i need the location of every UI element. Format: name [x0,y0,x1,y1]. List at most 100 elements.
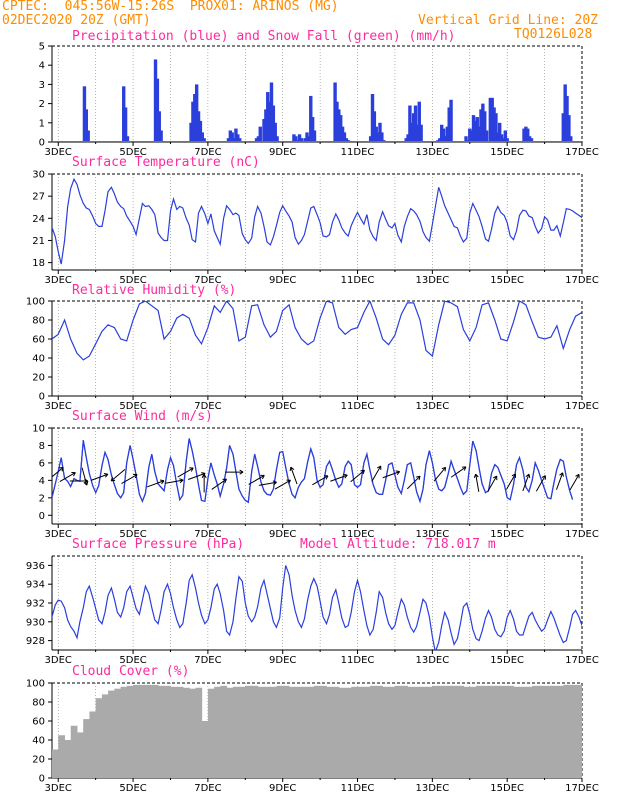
x-tick-label: 11DEC [341,401,375,412]
cloud-bar [550,685,558,778]
precip-bar [342,132,347,142]
wind-arrow-head [473,473,479,479]
cloud-bar [101,694,109,778]
wind-arrow [556,472,564,490]
precip-bar [380,132,384,142]
precip-bar [189,122,193,142]
cloud-bar [575,684,582,778]
wind-arrow-head [272,480,277,486]
cloud-bar [482,685,489,778]
cloud-bar [313,685,321,778]
x-tick-label: 15DEC [490,401,524,412]
wind-arrow-head [222,478,227,483]
x-tick-label: 17DEC [565,783,599,794]
precip-bar [527,136,532,142]
x-tick-label: 3DEC [45,655,72,666]
cloud-bar [232,686,240,778]
cloud-bar [288,686,296,778]
precip-bar [234,128,238,142]
precip-bar [340,126,345,142]
wind-arrow-head [260,474,265,480]
precip-bar [447,107,451,142]
header-location: CPTEC: 045:56W-15:26S PROX01: ARINOS (MG… [2,0,339,14]
precip-bar [254,138,259,142]
wind-arrow-head [461,466,467,471]
plot-area [52,684,582,778]
x-tick-label: 9DEC [269,147,296,158]
wind-arrow [177,467,194,478]
wind-arrow [146,480,165,488]
x-tick-label: 17DEC [565,529,599,540]
wind-arrow-head [179,478,184,484]
precip-bar [378,122,382,142]
cloud-bar [513,686,521,778]
cloud-bar [363,686,371,778]
wind-arrow [535,475,546,492]
cloud-bar [345,687,352,778]
cloud-bar [139,684,147,778]
wind-arrow-head [416,475,421,481]
precip-bar [122,86,126,142]
precip-bar [481,103,485,142]
precip-bar [193,94,197,142]
precip-bar [333,82,337,142]
precip-bar [526,128,530,142]
cloud-bar [432,685,440,778]
precip-bar [267,101,272,142]
x-tick-label: 15DEC [490,655,524,666]
x-tick-label: 9DEC [269,275,296,286]
wind-arrow-head [376,465,382,471]
cloud-bar [239,686,246,778]
header-run-date: 02DEC2020 20Z (GMT) [2,13,151,28]
cloud-bar [95,698,103,778]
precip-bar [370,94,375,142]
cloud-bar [89,711,97,778]
x-tick-label: 3DEC [45,275,72,286]
precip-bar [335,101,339,142]
wind-arrow [522,473,530,492]
y-tick-label: 3 [39,80,45,91]
precip-bar [524,126,528,142]
precip-bar [344,138,349,142]
y-tick-label: 6 [39,458,45,469]
y-tick-label: 21 [32,236,45,247]
cloud-bar [457,685,465,778]
precip-bar [337,109,341,142]
precip-bar [469,130,474,142]
precip-bar [202,138,206,142]
cloud-bar [351,686,359,778]
cloud-bar [369,685,377,778]
precip-bar [266,92,270,142]
wind-arrow-head [343,473,348,479]
wind-arrow-head [189,467,194,472]
precip-bar [505,138,509,142]
cloud-bar [170,686,178,778]
precip-bar [567,115,571,142]
wind-arrow [248,474,265,485]
wind-arrow [59,472,76,483]
x-tick-label: 11DEC [341,147,375,158]
precip-bar [191,101,195,142]
precip-bar [503,130,508,142]
precip-bar [413,105,418,142]
cloud-bar [182,687,190,778]
precip-bar [411,113,416,142]
y-tick-label: 930 [26,617,45,628]
precip-bar [464,136,468,142]
precip-bar [338,115,343,142]
cloud-bar [500,685,508,778]
y-tick-label: 80 [32,316,45,327]
precip-bar [307,136,311,142]
x-tick-label: 3DEC [45,401,72,412]
y-tick-label: 40 [32,354,45,365]
precip-bar [404,138,408,142]
panel-1 [48,173,583,274]
wind-arrow [110,468,126,482]
x-tick-label: 9DEC [269,401,296,412]
x-tick-label: 13DEC [415,401,449,412]
cloud-bar [388,686,396,778]
cloud-bar [176,686,184,778]
precip-bar [415,124,420,142]
cloud-bar [419,686,427,778]
y-tick-label: 5 [39,42,45,53]
